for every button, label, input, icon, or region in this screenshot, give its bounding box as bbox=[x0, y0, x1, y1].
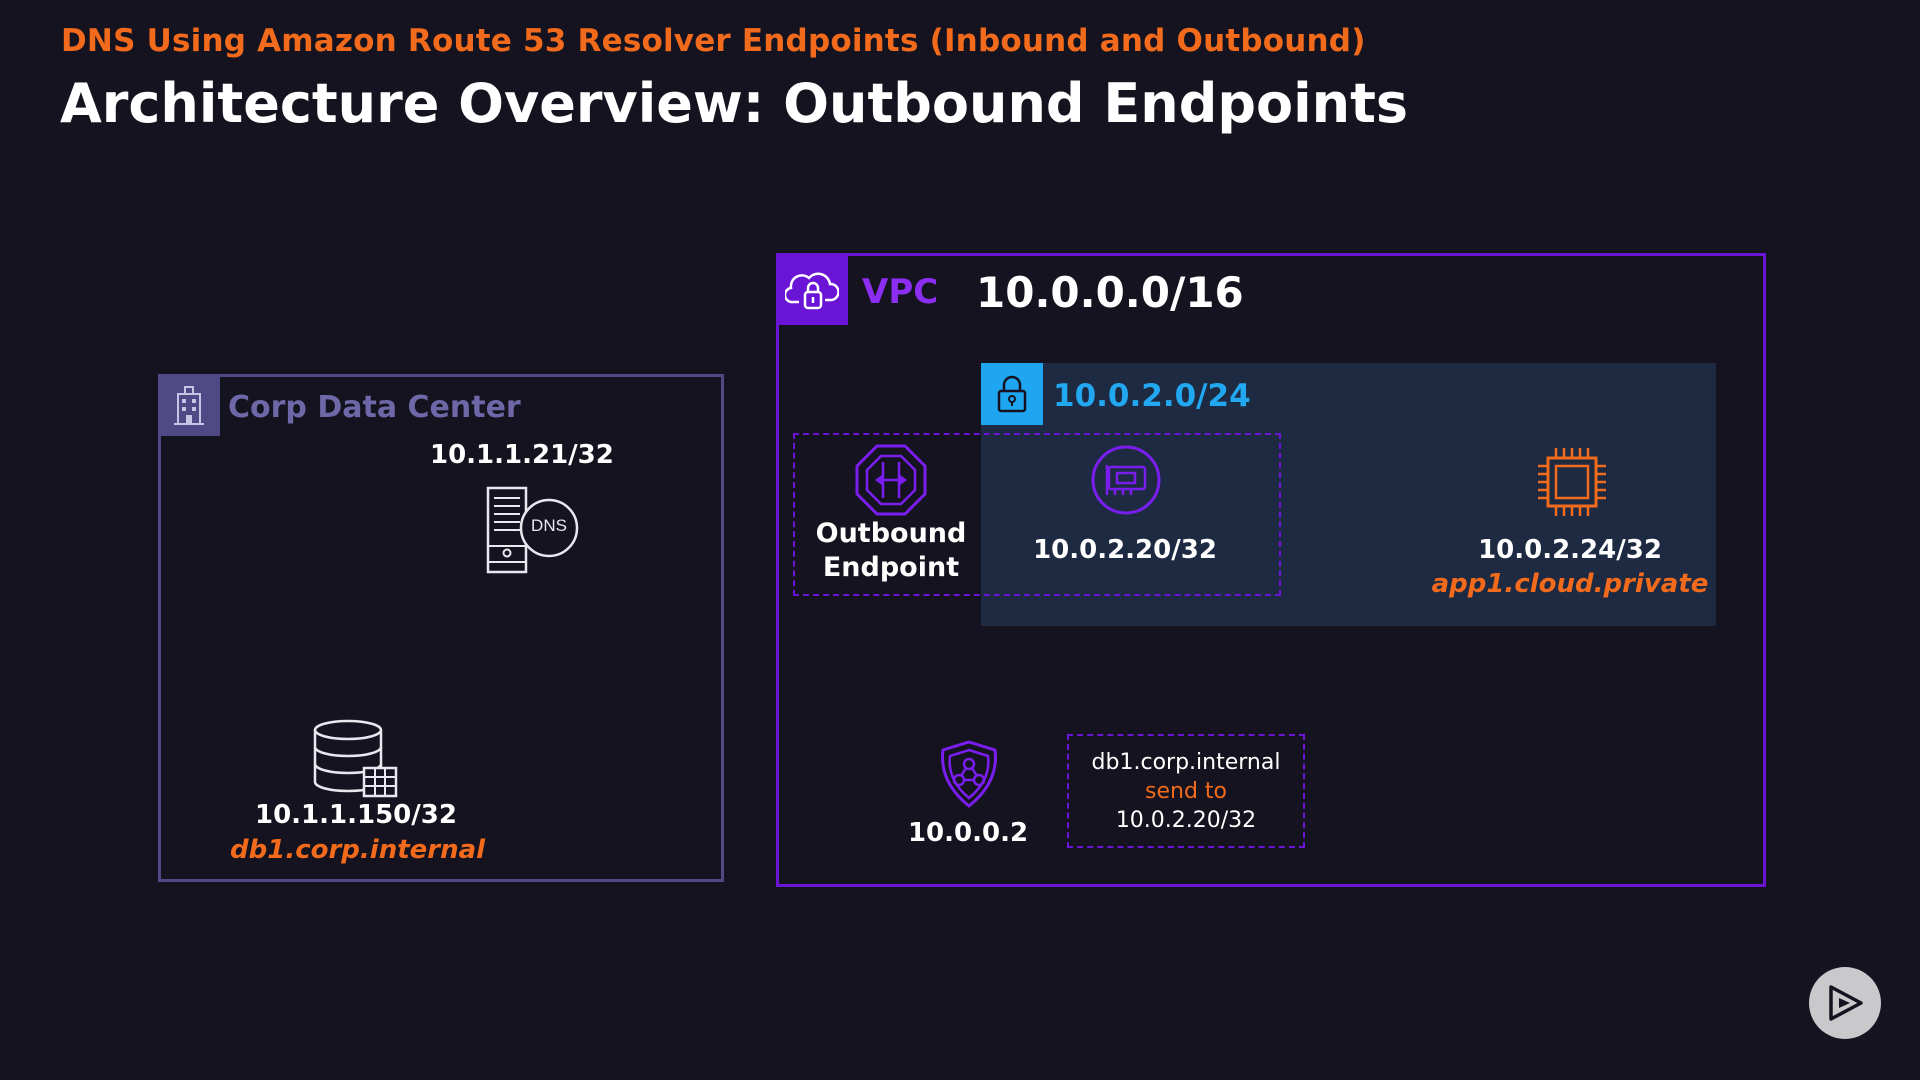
subnet-cidr: 10.0.2.0/24 bbox=[1053, 378, 1251, 414]
subnet-icon-tile bbox=[981, 363, 1043, 425]
dns-server-icon bbox=[486, 486, 579, 574]
outbound-endpoint-label-line2: Endpoint bbox=[822, 552, 960, 583]
instance-hostname: app1.cloud.private bbox=[1431, 569, 1709, 599]
instance-ip: 10.0.2.24/32 bbox=[1478, 535, 1662, 565]
vpc-box bbox=[776, 253, 1766, 887]
database-ip: 10.1.1.150/32 bbox=[255, 800, 457, 830]
vpc-label: VPC bbox=[862, 272, 939, 312]
outbound-endpoint-group bbox=[793, 433, 1281, 596]
corp-data-center-box bbox=[158, 374, 724, 882]
network-interface-icon bbox=[1091, 445, 1161, 515]
corp-icon-tile bbox=[158, 374, 220, 436]
database-hostname: db1.corp.internal bbox=[230, 835, 486, 865]
outbound-endpoint-icon bbox=[855, 444, 927, 516]
cloud-lock-icon bbox=[785, 272, 839, 310]
vpc-cidr: 10.0.0.0/16 bbox=[976, 268, 1244, 317]
database-icon bbox=[313, 719, 398, 798]
rule-action: send to bbox=[1145, 778, 1227, 804]
outbound-endpoint-label-line1: Outbound bbox=[815, 518, 967, 549]
dns-badge-label: DNS bbox=[531, 516, 567, 535]
slide-title: Architecture Overview: Outbound Endpoint… bbox=[60, 72, 1409, 135]
play-button[interactable] bbox=[1809, 967, 1881, 1039]
resolver-ip: 10.0.0.2 bbox=[907, 818, 1029, 848]
dns-server-ip: 10.1.1.21/32 bbox=[430, 440, 614, 470]
rule-target: 10.0.2.20/32 bbox=[1115, 807, 1257, 833]
presentation-subtitle: DNS Using Amazon Route 53 Resolver Endpo… bbox=[61, 23, 1366, 59]
corp-data-center-label: Corp Data Center bbox=[228, 390, 521, 425]
rule-domain: db1.corp.internal bbox=[1091, 749, 1281, 775]
ec2-chip-icon bbox=[1538, 448, 1606, 516]
forwarding-rule-box: db1.corp.internal send to 10.0.2.20/32 bbox=[1067, 734, 1305, 848]
route53-resolver-icon bbox=[941, 740, 997, 808]
padlock-icon bbox=[997, 375, 1027, 413]
play-icon bbox=[1829, 985, 1863, 1021]
building-icon bbox=[174, 386, 204, 425]
eni-ip: 10.0.2.20/32 bbox=[1033, 535, 1217, 565]
outbound-endpoint-label: Outbound Endpoint bbox=[805, 517, 977, 585]
private-subnet-area bbox=[981, 363, 1716, 626]
vpc-icon-tile bbox=[776, 253, 848, 325]
